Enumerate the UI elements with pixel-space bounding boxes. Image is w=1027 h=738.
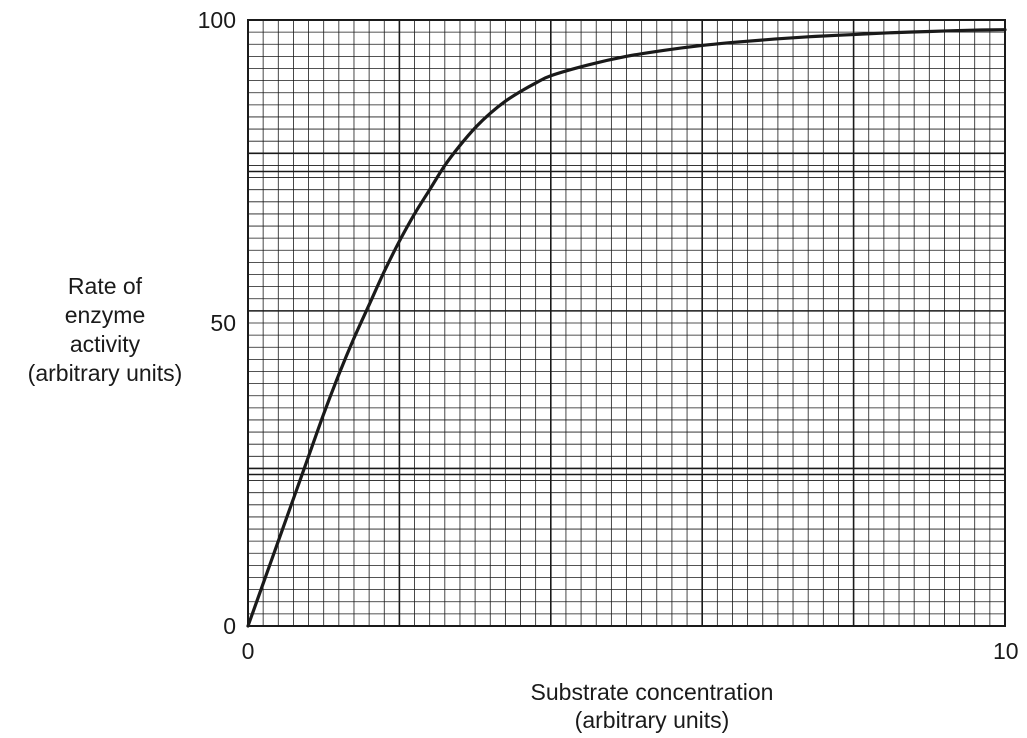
x-axis-label-line-2: (arbitrary units): [575, 707, 730, 733]
y-tick-label: 0: [223, 613, 236, 639]
plot-area-border: [247, 19, 1006, 627]
x-tick-label: 10: [993, 638, 1019, 664]
y-axis-label-line-2: enzyme: [65, 302, 146, 328]
y-axis-label-line-1: Rate of: [68, 273, 143, 299]
y-axis-label-line-4: (arbitrary units): [28, 360, 183, 386]
enzyme-activity-curve: [246, 28, 1007, 628]
y-axis-label-line-3: activity: [70, 331, 141, 357]
x-axis-label-line-1: Substrate concentration: [531, 679, 774, 705]
y-tick-label: 100: [198, 7, 236, 33]
x-axis-ticks: 0 10: [242, 638, 1019, 664]
major-grid: [248, 20, 1005, 626]
y-tick-label: 50: [210, 310, 236, 336]
minor-grid: [248, 20, 1005, 626]
x-tick-label: 0: [242, 638, 255, 664]
y-axis-ticks: 0 50 100: [198, 7, 236, 639]
